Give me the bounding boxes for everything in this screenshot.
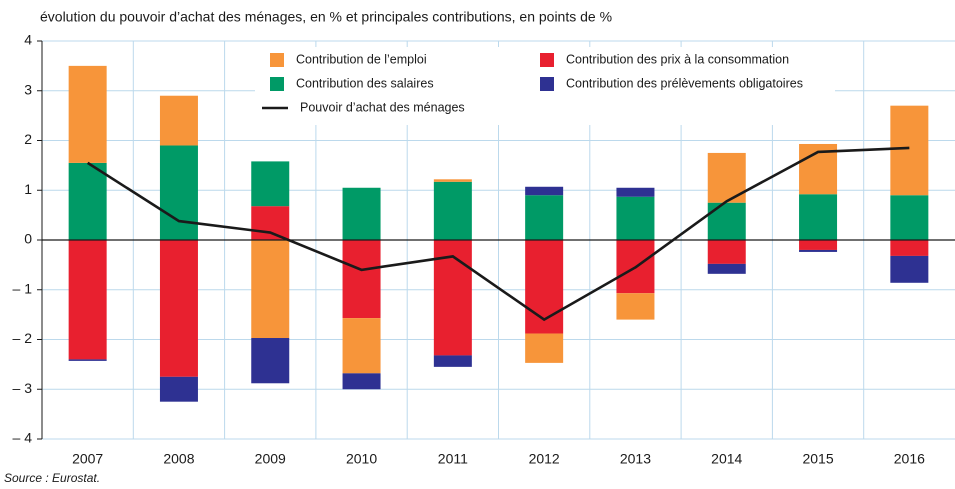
y-tick-label: – 1 <box>13 280 33 296</box>
bar-segment <box>890 105 929 196</box>
bar-segment <box>68 65 107 163</box>
bar-segment <box>251 338 290 384</box>
x-tick-label: 2012 <box>529 451 560 467</box>
legend-label: Contribution des salaires <box>296 76 434 90</box>
legend-swatch <box>540 77 554 91</box>
y-tick-label: – 3 <box>13 380 33 396</box>
bar-segment <box>342 187 381 240</box>
bar-segment <box>342 318 381 374</box>
legend-label: Contribution des prélèvements obligatoir… <box>566 76 803 90</box>
bar-segment <box>890 255 929 283</box>
bar-segment <box>251 240 290 339</box>
bar-segment <box>616 293 655 320</box>
bar-segment <box>525 333 564 363</box>
x-tick-label: 2011 <box>438 451 468 467</box>
bar-segment <box>68 359 107 361</box>
legend-label: Pouvoir d’achat des ménages <box>300 100 465 114</box>
legend-swatch <box>270 53 284 67</box>
chart-title: évolution du pouvoir d’achat des ménages… <box>40 9 612 25</box>
bar-segment <box>525 186 564 196</box>
x-tick-label: 2010 <box>346 451 377 467</box>
bar-segment <box>707 202 746 240</box>
y-tick-label: 3 <box>24 81 32 97</box>
bar-segment <box>616 187 655 197</box>
bar-segment <box>159 95 198 146</box>
legend-swatch <box>540 53 554 67</box>
x-tick-label: 2008 <box>163 451 194 467</box>
bar-segment <box>68 162 107 240</box>
bar-segment <box>433 181 472 240</box>
source: Source : Eurostat. <box>4 471 100 485</box>
bar-segment <box>799 240 838 250</box>
x-tick-label: 2014 <box>711 451 742 467</box>
x-tick-label: 2015 <box>802 451 833 467</box>
bar-segment <box>433 355 472 367</box>
y-tick-label: 0 <box>24 231 32 247</box>
bar-segment <box>68 240 107 360</box>
bar-segment <box>433 179 472 182</box>
bar-segment <box>251 161 290 207</box>
y-tick-label: 4 <box>24 32 32 48</box>
y-tick-label: – 2 <box>13 330 33 346</box>
bar-segment <box>890 240 929 256</box>
bar-segment <box>342 240 381 319</box>
bar-segment <box>799 194 838 240</box>
bar-segment <box>616 196 655 240</box>
x-tick-label: 2013 <box>620 451 651 467</box>
bar-segment <box>159 145 198 240</box>
bar-segment <box>799 249 838 252</box>
y-tick-label: 1 <box>24 181 32 197</box>
bar-segment <box>525 195 564 240</box>
x-tick-label: 2009 <box>255 451 286 467</box>
y-tick-label: – 4 <box>13 430 33 446</box>
y-tick-label: 2 <box>24 131 32 147</box>
bar-segment <box>159 376 198 402</box>
legend-label: Contribution de l’emploi <box>296 52 427 66</box>
legend-swatch <box>270 77 284 91</box>
bar-segment <box>707 240 746 264</box>
bar-segment <box>707 263 746 274</box>
bar-segment <box>890 195 929 240</box>
bar-segment <box>525 240 564 334</box>
bar-segment <box>159 240 198 377</box>
x-tick-label: 2007 <box>72 451 103 467</box>
bar-segment <box>342 373 381 390</box>
x-tick-label: 2016 <box>894 451 925 467</box>
bar-segment <box>251 206 290 240</box>
legend-label: Contribution des prix à la consommation <box>566 52 789 66</box>
line <box>86 146 910 322</box>
